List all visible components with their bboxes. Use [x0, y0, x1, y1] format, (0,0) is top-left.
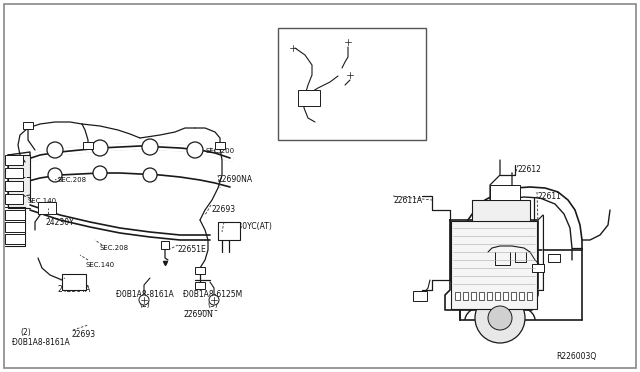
Text: 22612: 22612	[518, 165, 542, 174]
Text: SEC.140: SEC.140	[86, 262, 115, 268]
Text: 22690NA: 22690NA	[218, 175, 253, 184]
Circle shape	[143, 168, 157, 182]
Circle shape	[93, 166, 107, 180]
Bar	[503, 292, 508, 300]
Bar	[472, 200, 530, 248]
Text: (1): (1)	[350, 50, 361, 59]
Text: Ø0B120-8282A: Ø0B120-8282A	[342, 40, 399, 49]
Bar	[5, 194, 23, 204]
Bar	[413, 291, 427, 301]
Bar	[451, 221, 537, 309]
Bar	[5, 155, 23, 165]
Text: 22693: 22693	[72, 330, 96, 339]
Bar	[5, 168, 23, 178]
Circle shape	[209, 295, 219, 305]
Circle shape	[92, 140, 108, 156]
Text: 24230YC(AT): 24230YC(AT)	[224, 222, 273, 231]
Text: (2): (2)	[20, 328, 31, 337]
Bar	[5, 222, 25, 232]
Bar	[487, 292, 492, 300]
Circle shape	[288, 43, 298, 53]
Text: SEC.140: SEC.140	[28, 198, 57, 204]
Circle shape	[139, 295, 149, 305]
Bar	[38, 202, 56, 214]
Text: Ø0B120-8282A: Ø0B120-8282A	[348, 75, 405, 84]
Text: SEC.208: SEC.208	[58, 177, 87, 183]
Circle shape	[187, 142, 203, 158]
Text: (3): (3)	[207, 300, 218, 309]
Circle shape	[345, 70, 355, 80]
Bar	[161, 241, 169, 249]
Text: 24230Y: 24230Y	[45, 218, 74, 227]
Bar	[455, 292, 460, 300]
Bar	[312, 118, 324, 126]
Bar	[5, 181, 23, 191]
Text: Ð0B1A8-6125M: Ð0B1A8-6125M	[184, 290, 243, 299]
Circle shape	[47, 142, 63, 158]
Text: 22611: 22611	[537, 192, 561, 201]
Bar	[83, 142, 93, 149]
Bar	[215, 142, 225, 149]
Circle shape	[475, 293, 525, 343]
Circle shape	[488, 306, 512, 330]
Circle shape	[48, 168, 62, 182]
Text: 22651E: 22651E	[178, 245, 207, 254]
Text: (2): (2)	[140, 300, 150, 309]
Bar	[548, 254, 560, 262]
Text: (1): (1)	[356, 85, 367, 94]
Text: 22690N: 22690N	[183, 310, 213, 319]
Bar	[218, 222, 240, 240]
Bar	[527, 292, 532, 300]
Bar	[495, 292, 500, 300]
Text: R226003Q: R226003Q	[556, 352, 596, 361]
Bar	[490, 185, 520, 200]
Text: 22611A: 22611A	[393, 196, 422, 205]
Bar	[463, 292, 468, 300]
Text: 22060P: 22060P	[295, 48, 324, 57]
Bar	[519, 292, 524, 300]
Bar	[511, 292, 516, 300]
Text: 22060P: 22060P	[322, 118, 351, 127]
Text: 24079G: 24079G	[290, 90, 320, 99]
Bar	[298, 90, 320, 106]
Bar	[195, 282, 205, 289]
Bar	[278, 28, 426, 140]
Bar	[5, 210, 25, 220]
Bar	[23, 122, 33, 129]
Text: SEC.200: SEC.200	[205, 148, 234, 154]
Text: Ð0B1A8-8161A: Ð0B1A8-8161A	[116, 290, 174, 299]
Bar	[62, 274, 86, 290]
Bar	[8, 155, 30, 208]
Bar	[331, 68, 345, 77]
Text: 22693: 22693	[211, 205, 235, 214]
Bar	[5, 234, 25, 244]
Text: 24230YA: 24230YA	[58, 285, 92, 294]
Bar	[532, 264, 544, 272]
Text: SEC.208: SEC.208	[100, 245, 129, 251]
Text: Ð0B1A8-8161A: Ð0B1A8-8161A	[12, 338, 70, 347]
Circle shape	[142, 139, 158, 155]
Circle shape	[343, 37, 353, 47]
Bar	[195, 267, 205, 274]
Bar	[471, 292, 476, 300]
Bar	[479, 292, 484, 300]
